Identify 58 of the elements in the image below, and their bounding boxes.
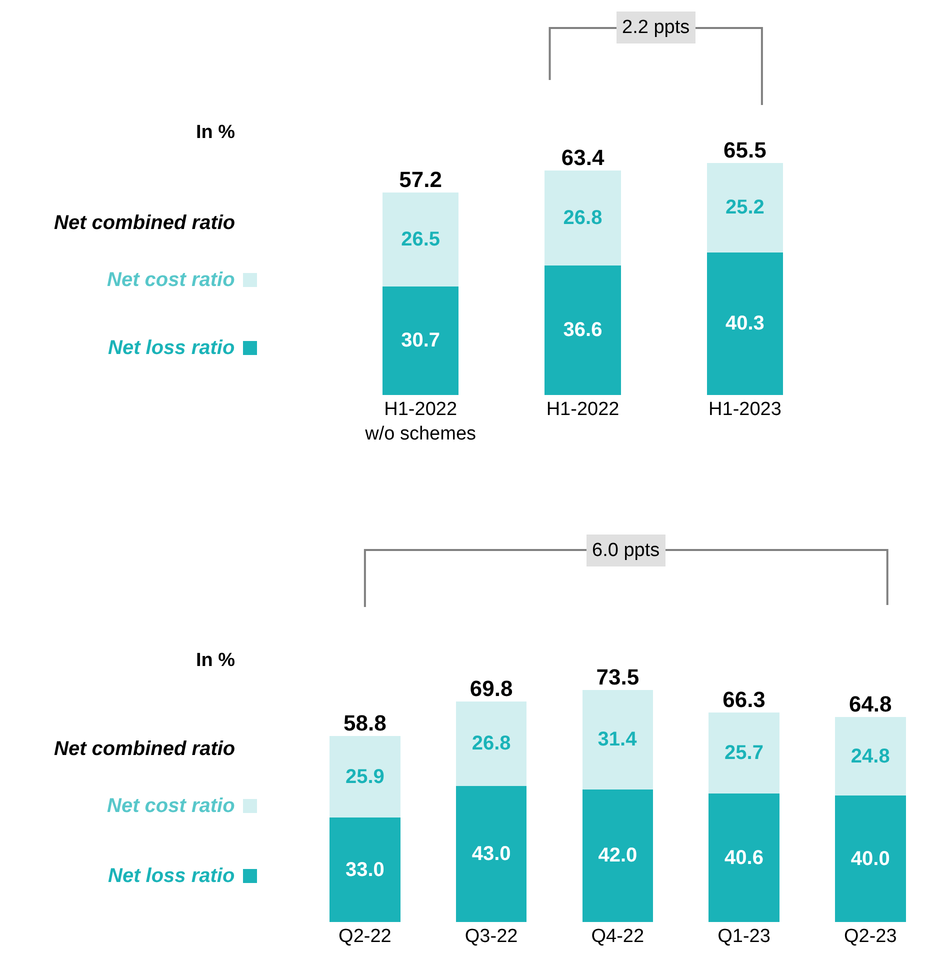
bar <box>382 192 459 286</box>
x-tick-label: Q2-23 <box>844 926 897 947</box>
data-label: 40.6 <box>724 846 764 869</box>
text: In % <box>196 650 236 671</box>
x-tick-label: H1-2023 <box>708 399 782 420</box>
total-label: 57.2 <box>399 166 442 192</box>
x-tick-label: H1-2022 w/o schemes <box>364 399 476 445</box>
bar <box>544 265 621 395</box>
total-label: 63.4 <box>561 144 605 170</box>
bar <box>456 786 527 922</box>
data-label: 26.8 <box>472 732 511 755</box>
data-label: 36.6 <box>563 319 602 342</box>
total-label: 66.3 <box>722 686 766 712</box>
bar <box>330 818 400 922</box>
bar <box>330 736 400 818</box>
total-label: 58.8 <box>344 710 386 736</box>
bar <box>582 789 654 922</box>
bar <box>382 286 459 395</box>
legend-label: Net loss ratio <box>108 865 235 887</box>
data-label: 25.9 <box>345 766 384 788</box>
data-label: 40.3 <box>726 312 764 335</box>
text: Net combined ratio <box>54 738 236 760</box>
bar <box>708 794 780 922</box>
legend-label: Net loss ratio <box>108 337 235 359</box>
bar <box>835 717 906 796</box>
total-label: 73.5 <box>596 664 640 690</box>
data-label: 25.2 <box>726 196 764 219</box>
data-label: 24.8 <box>850 745 890 768</box>
bar <box>456 701 527 786</box>
data-label: 26.5 <box>401 228 440 250</box>
data-label: 33.0 <box>345 858 384 881</box>
x-tick-label: Q4-22 <box>591 926 644 947</box>
data-label: 26.8 <box>563 206 602 229</box>
text: 2.2 ppts <box>622 17 690 38</box>
bar <box>544 170 621 266</box>
text: 6.0 ppts <box>592 540 660 561</box>
data-label: 40.0 <box>850 848 890 870</box>
legend-label: Net cost ratio <box>107 795 235 817</box>
text: Net combined ratio <box>54 212 236 234</box>
text: In % <box>196 122 236 143</box>
total-label: 69.8 <box>470 676 513 701</box>
x-tick-label: Q1-23 <box>718 926 770 947</box>
bar <box>706 252 784 395</box>
total-label: 65.5 <box>724 138 766 162</box>
x-tick-label: Q2-22 <box>338 926 392 947</box>
data-label: 42.0 <box>598 844 638 867</box>
x-tick-label: H1-2022 <box>546 399 620 420</box>
x-tick-label: Q3-22 <box>464 926 518 947</box>
data-label: 25.7 <box>724 742 764 764</box>
data-label: 31.4 <box>598 728 638 751</box>
bar <box>708 712 780 794</box>
total-label: 64.8 <box>848 692 892 717</box>
bar <box>706 163 784 252</box>
data-label: 43.0 <box>472 843 511 866</box>
legend-label: Net cost ratio <box>107 269 235 291</box>
bar <box>582 690 654 790</box>
bar <box>835 796 906 922</box>
data-label: 30.7 <box>401 330 440 352</box>
